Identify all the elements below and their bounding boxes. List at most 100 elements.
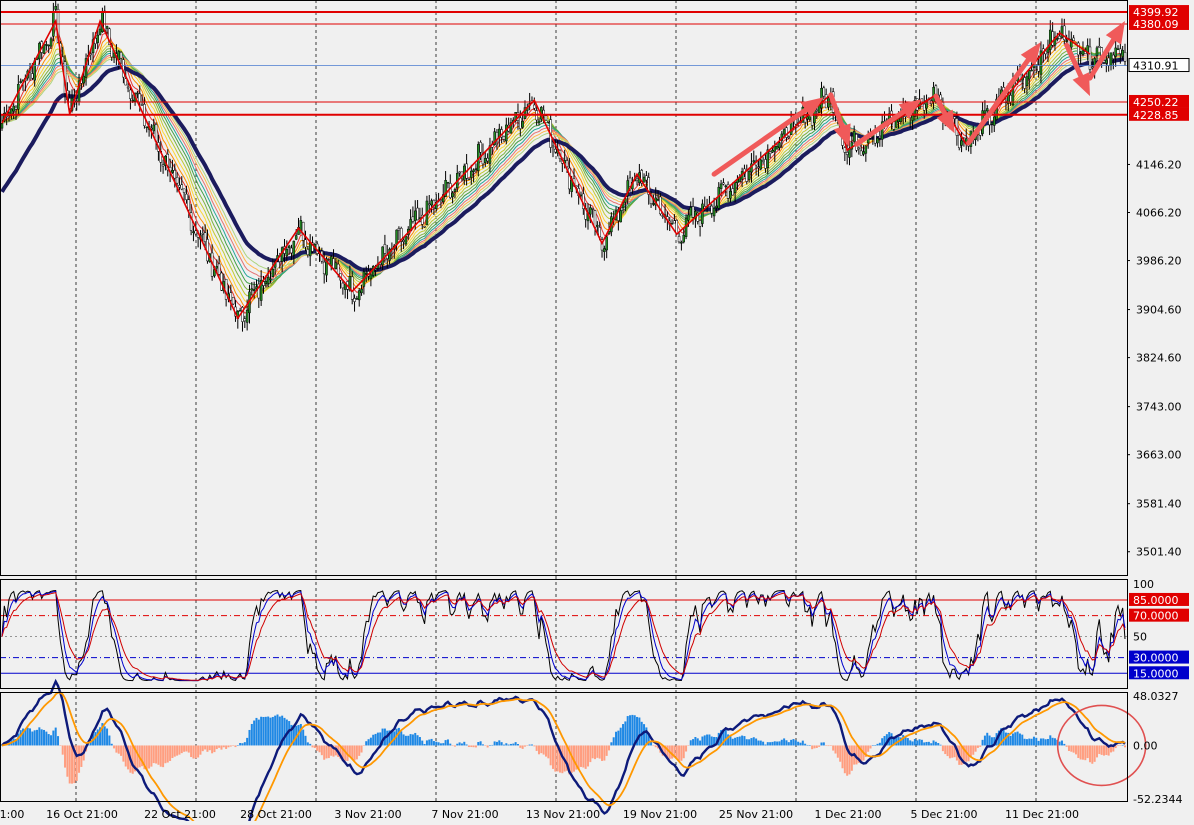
candle-body (696, 212, 699, 222)
candle-body (682, 234, 685, 243)
macd-histogram-bar (934, 741, 937, 746)
macd-histogram-bar (71, 745, 74, 784)
macd-histogram-bar (306, 742, 309, 746)
macd-histogram-bar (1, 745, 3, 746)
candle-body (990, 122, 994, 125)
macd-histogram-bar (402, 734, 405, 746)
macd-signal-line (1, 691, 1126, 825)
macd-histogram-bar (199, 745, 202, 755)
macd-histogram-bar (953, 745, 956, 758)
macd-histogram-bar (804, 743, 807, 746)
candle-body (589, 207, 592, 215)
candle-body (175, 177, 179, 184)
macd-histogram-bar (666, 745, 669, 758)
candle-body (413, 210, 417, 221)
price-level-label: 4250.22 (1133, 96, 1179, 109)
macd-histogram-bar (864, 745, 867, 758)
macd-histogram-bar (759, 740, 762, 746)
candle-body (357, 290, 361, 301)
pane-frame (0, 0, 1128, 576)
pane-frame (0, 692, 1128, 802)
candle-body (14, 106, 18, 110)
macd-histogram-bar (1051, 737, 1054, 746)
macd-histogram-bar (465, 744, 468, 746)
macd-histogram-bar (883, 736, 886, 746)
candle-body (187, 199, 191, 211)
candle-body (986, 108, 989, 112)
candle-body (402, 239, 405, 242)
macd-histogram-bar (542, 745, 545, 755)
macd-histogram-bar (1116, 745, 1119, 747)
macd-histogram-bar (1098, 745, 1101, 754)
macd-histogram-bar (463, 741, 466, 746)
macd-histogram-bar (794, 740, 797, 746)
macd-histogram-bar (369, 737, 372, 746)
macd-histogram-bar (962, 745, 965, 764)
macd-histogram-bar (939, 744, 942, 746)
macd-histogram-bar (278, 716, 281, 746)
trend-arrow (828, 92, 845, 129)
macd-histogram-bar (437, 742, 440, 746)
macd-histogram-bar (66, 745, 69, 777)
price-axis-label: 3986.20 (1136, 255, 1182, 268)
macd-histogram-bar (1004, 732, 1007, 746)
candle-body (329, 256, 333, 266)
macd-histogram-bar (1119, 745, 1122, 746)
candle-body (523, 107, 527, 119)
macd-histogram-bar (425, 740, 428, 746)
candle-body (332, 258, 335, 269)
macd-histogram-bar (470, 745, 473, 748)
candle-body (229, 292, 233, 301)
price-axis-label: 3824.60 (1136, 352, 1182, 365)
macd-histogram-bar (204, 745, 207, 750)
macd-histogram-bar (1032, 736, 1035, 746)
macd-histogram-bar (397, 727, 400, 746)
macd-histogram-bar (157, 745, 160, 765)
macd-histogram-bar (703, 735, 706, 746)
macd-histogram-bar (713, 736, 716, 746)
candle-body (1091, 66, 1094, 69)
macd-histogram-bar (1081, 745, 1084, 760)
macd-histogram-bar (710, 736, 713, 746)
macd-histogram-bar (904, 737, 907, 746)
candle-body (388, 248, 391, 261)
candle-body (474, 168, 478, 171)
candle-body (442, 194, 445, 203)
macd-histogram-bar (771, 741, 774, 746)
candle-body (843, 147, 847, 153)
macd-histogram-bar (418, 737, 421, 746)
candle-body (519, 117, 522, 129)
macd-histogram-bar (1093, 745, 1096, 762)
candle-body (49, 38, 53, 47)
macd-histogram-bar (302, 729, 305, 746)
macd-histogram-bar (33, 730, 36, 746)
candle-body (182, 188, 186, 193)
candle-body (264, 280, 268, 284)
candle-body (845, 152, 849, 155)
macd-histogram-bar (918, 739, 921, 746)
macd-histogram-bar (776, 741, 779, 746)
macd-histogram-bar (881, 738, 884, 746)
time-axis-label: 3 Nov 21:00 (334, 808, 401, 821)
macd-histogram-bar (505, 743, 508, 746)
macd-histogram-bar (1030, 738, 1033, 746)
macd-histogram-bar (1095, 745, 1098, 758)
macd-histogram-bar (857, 745, 860, 763)
macd-histogram-bar (19, 730, 22, 746)
macd-histogram-bar (972, 745, 975, 755)
macd-histogram-bar (727, 734, 730, 746)
macd-histogram-bar (589, 745, 592, 763)
macd-histogram-bar (225, 745, 228, 749)
time-axis-label: 16 Oct 21:00 (46, 808, 118, 821)
candle-body (661, 215, 664, 217)
candle-body (953, 116, 956, 119)
macd-histogram-bar (839, 745, 842, 762)
macd-histogram-bar (453, 745, 456, 747)
candle-body (451, 192, 454, 198)
trend-arrow-head (1020, 42, 1041, 66)
macd-histogram-bar (797, 741, 800, 746)
time-axis-label: 1:00 (0, 808, 24, 821)
candle-body (764, 159, 767, 169)
macd-histogram-bar (818, 745, 821, 747)
